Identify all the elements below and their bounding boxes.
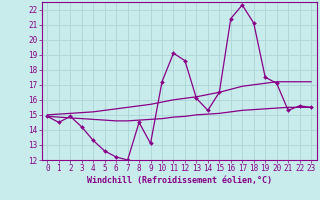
X-axis label: Windchill (Refroidissement éolien,°C): Windchill (Refroidissement éolien,°C) (87, 176, 272, 185)
